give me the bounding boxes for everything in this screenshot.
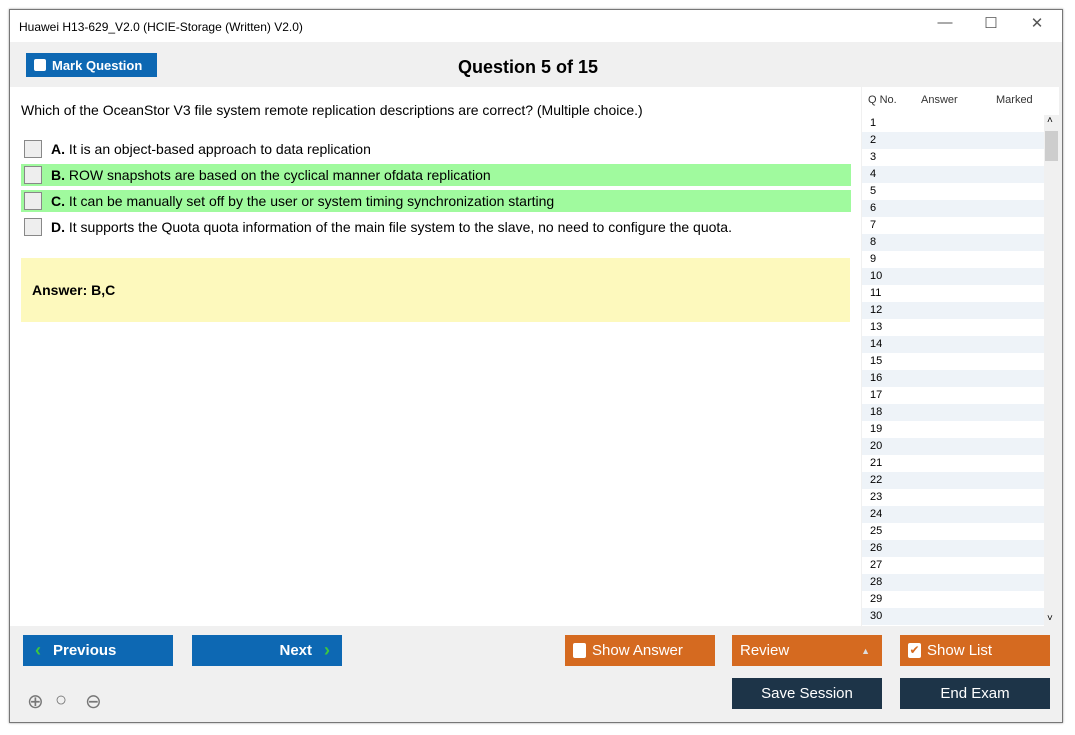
- option-text: It supports the Quota quota information …: [68, 219, 732, 235]
- list-row[interactable]: 13: [870, 321, 883, 333]
- option-checkbox[interactable]: [24, 218, 42, 236]
- option-text: It is an object-based approach to data r…: [68, 141, 371, 157]
- bottom-bar: ‹ Previous Next › Show Answer Review ▲ ✔ Sho…: [10, 626, 1062, 722]
- list-row[interactable]: 23: [870, 491, 883, 503]
- chevron-left-icon: ‹: [35, 640, 41, 660]
- maximize-button[interactable]: ☐: [984, 15, 998, 32]
- question-panel: Which of the OceanStor V3 file system re…: [10, 87, 861, 626]
- review-button[interactable]: Review ▲: [732, 635, 882, 666]
- list-row[interactable]: 2: [862, 132, 1044, 149]
- answer-text: Answer: B,C: [32, 282, 116, 298]
- option-letter: B.: [51, 167, 65, 183]
- list-row[interactable]: 15: [870, 355, 883, 367]
- show-list-button[interactable]: ✔ Show List: [900, 635, 1050, 666]
- list-row[interactable]: 24: [862, 506, 1044, 523]
- save-session-button[interactable]: Save Session: [732, 678, 882, 709]
- next-label: Next: [279, 642, 312, 659]
- list-row[interactable]: 21: [870, 457, 883, 469]
- checkmark-icon: ✔: [908, 643, 921, 658]
- window-title: Huawei H13-629_V2.0 (HCIE-Storage (Writt…: [19, 20, 303, 34]
- list-row[interactable]: 1: [870, 117, 877, 129]
- scroll-up-icon[interactable]: ˄: [1047, 115, 1053, 126]
- list-row[interactable]: 6: [862, 200, 1044, 217]
- question-counter: Question 5 of 15: [458, 57, 599, 77]
- checkbox-icon: [34, 59, 46, 71]
- option-letter: D.: [51, 219, 65, 235]
- option-b[interactable]: B. ROW snapshots are based on the cyclic…: [21, 164, 851, 186]
- toolbar: Mark Question Question 5 of 15: [10, 42, 1062, 87]
- option-d[interactable]: D. It supports the Quota quota informati…: [21, 216, 851, 238]
- list-row[interactable]: 7: [870, 219, 877, 231]
- question-text: Which of the OceanStor V3 file system re…: [21, 102, 643, 118]
- list-row[interactable]: 3: [870, 151, 877, 163]
- option-text: It can be manually set off by the user o…: [68, 193, 555, 209]
- header-qno: Q No.: [868, 94, 897, 106]
- previous-button[interactable]: ‹ Previous: [23, 635, 173, 666]
- list-row[interactable]: 16: [862, 370, 1044, 387]
- option-letter: C.: [51, 193, 65, 209]
- answer-box: Answer: B,C: [21, 258, 850, 322]
- list-row[interactable]: 17: [870, 389, 883, 401]
- question-list: Q No. Answer Marked 1 2 3 4 5 6 7 8 9 10 11 12 13 14 1…: [862, 87, 1059, 626]
- option-text: ROW snapshots are based on the cyclical …: [68, 167, 491, 183]
- app-window: Huawei H13-629_V2.0 (HCIE-Storage (Writt…: [9, 9, 1063, 723]
- option-letter: A.: [51, 141, 65, 157]
- zoom-in-icon[interactable]: ⊕: [27, 691, 44, 713]
- header-answer: Answer: [921, 94, 958, 106]
- title-bar: Huawei H13-629_V2.0 (HCIE-Storage (Writt…: [10, 10, 1062, 42]
- option-checkbox[interactable]: [24, 192, 42, 210]
- option-checkbox[interactable]: [24, 140, 42, 158]
- show-answer-label: Show Answer: [592, 642, 683, 659]
- mark-question-label: Mark Question: [52, 57, 143, 73]
- option-a[interactable]: A. It is an object-based approach to dat…: [21, 138, 851, 160]
- list-row[interactable]: 9: [870, 253, 877, 265]
- list-row[interactable]: 30: [862, 608, 1044, 625]
- scrollbar-thumb[interactable]: [1045, 131, 1058, 161]
- list-row[interactable]: 12: [862, 302, 1044, 319]
- list-row[interactable]: 18: [862, 404, 1044, 421]
- list-row[interactable]: 5: [870, 185, 877, 197]
- list-row[interactable]: 19: [870, 423, 883, 435]
- scroll-down-icon[interactable]: ˅: [1047, 613, 1053, 624]
- review-label: Review: [740, 642, 790, 659]
- list-row[interactable]: 10: [862, 268, 1044, 285]
- zoom-out-icon[interactable]: ⊖: [85, 691, 102, 713]
- list-row[interactable]: 4: [862, 166, 1044, 183]
- option-checkbox[interactable]: [24, 166, 42, 184]
- header-marked: Marked: [996, 94, 1033, 106]
- previous-label: Previous: [53, 642, 117, 659]
- show-list-label: Show List: [927, 642, 993, 659]
- mark-question-button[interactable]: Mark Question: [26, 53, 157, 77]
- option-c[interactable]: C. It can be manually set off by the use…: [21, 190, 851, 212]
- list-row[interactable]: 28: [862, 574, 1044, 591]
- list-row[interactable]: 8: [862, 234, 1044, 251]
- list-row[interactable]: 20: [862, 438, 1044, 455]
- end-exam-button[interactable]: End Exam: [900, 678, 1050, 709]
- next-button[interactable]: Next ›: [192, 635, 342, 666]
- minimize-button[interactable]: —: [937, 14, 953, 31]
- list-row[interactable]: 29: [870, 593, 883, 605]
- list-row[interactable]: 14: [862, 336, 1044, 353]
- list-row[interactable]: 11: [870, 287, 882, 299]
- chevron-right-icon: ›: [324, 640, 330, 660]
- show-answer-button[interactable]: Show Answer: [565, 635, 715, 666]
- caret-up-icon: ▲: [861, 645, 870, 656]
- close-button[interactable]: ✕: [1030, 15, 1044, 32]
- list-row[interactable]: 27: [870, 559, 883, 571]
- zoom-reset-icon[interactable]: ○: [55, 689, 68, 711]
- list-row[interactable]: 26: [862, 540, 1044, 557]
- checkbox-icon: [573, 643, 586, 658]
- scrollbar[interactable]: ˄ ˅: [1044, 115, 1059, 626]
- list-row[interactable]: 22: [862, 472, 1044, 489]
- list-row[interactable]: 25: [870, 525, 883, 537]
